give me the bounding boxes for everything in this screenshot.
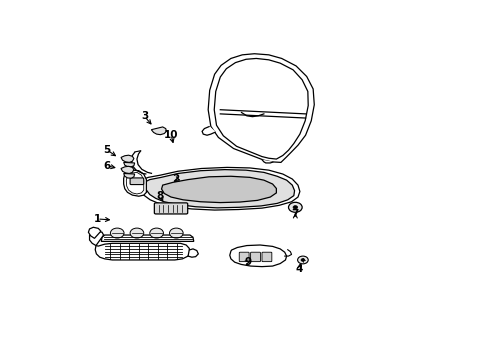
Polygon shape [88,227,101,238]
Polygon shape [121,166,134,174]
Circle shape [301,258,304,261]
Polygon shape [95,243,189,260]
Polygon shape [101,235,193,242]
Polygon shape [121,155,134,162]
Polygon shape [89,231,103,246]
Polygon shape [208,54,314,162]
Polygon shape [123,174,134,178]
FancyBboxPatch shape [239,252,248,262]
Polygon shape [161,176,276,203]
Polygon shape [139,167,299,210]
Text: 7: 7 [291,209,298,219]
Polygon shape [229,245,286,267]
FancyBboxPatch shape [262,252,271,262]
Circle shape [149,228,163,238]
Circle shape [292,206,297,209]
Polygon shape [188,249,198,257]
Polygon shape [123,170,146,196]
Polygon shape [144,170,294,208]
Text: 1: 1 [93,214,101,224]
Polygon shape [202,126,215,135]
FancyBboxPatch shape [154,203,187,214]
Circle shape [169,228,183,238]
Polygon shape [123,162,134,167]
Circle shape [297,256,307,264]
Text: 8: 8 [157,191,163,201]
Circle shape [110,228,124,238]
Text: 3: 3 [141,111,148,121]
Text: 4: 4 [295,264,302,274]
Text: 10: 10 [163,130,178,140]
FancyBboxPatch shape [250,252,260,262]
Text: 5: 5 [103,145,110,155]
Circle shape [288,202,302,212]
Circle shape [130,228,143,238]
Text: 2: 2 [172,174,179,184]
FancyBboxPatch shape [130,178,143,185]
Polygon shape [262,159,273,163]
Polygon shape [151,127,166,135]
Text: 6: 6 [103,161,110,171]
Text: 9: 9 [244,257,251,267]
